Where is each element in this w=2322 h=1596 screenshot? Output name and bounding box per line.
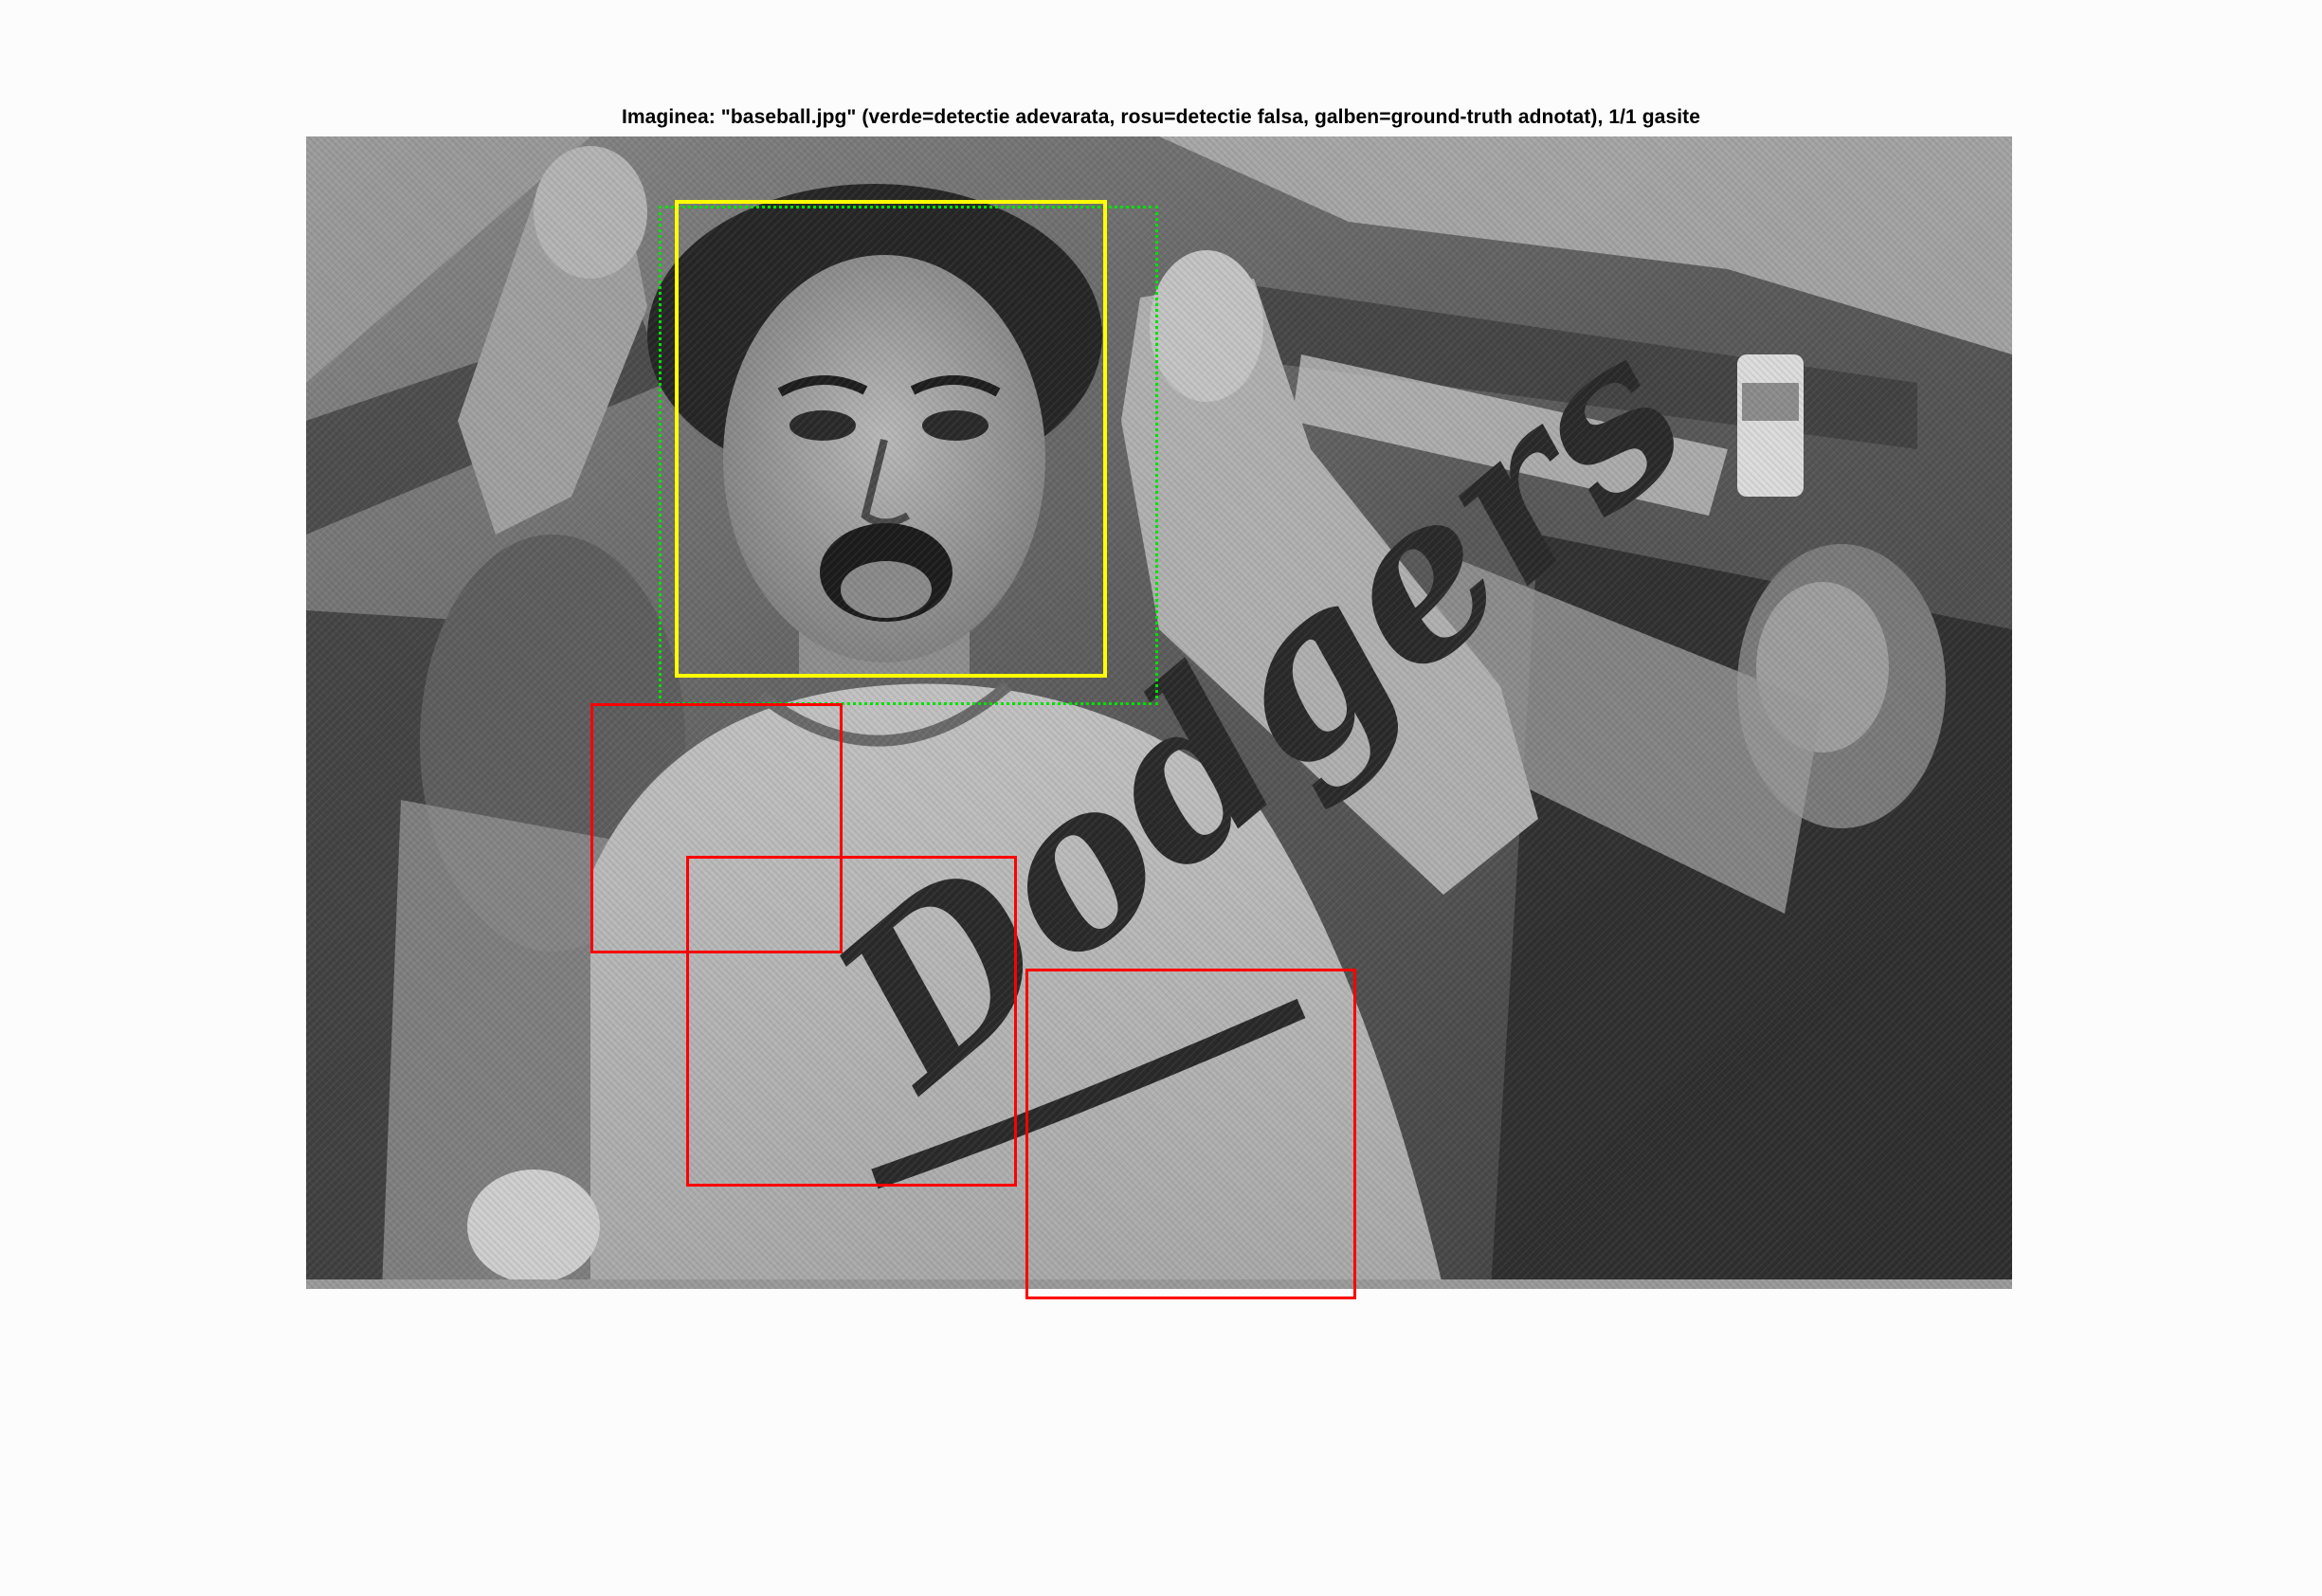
figure-title: Imaginea: "baseball.jpg" (verde=detectie… <box>621 106 1701 128</box>
photo-baseball: Dodgers <box>306 136 2012 1289</box>
bottle <box>1737 354 1804 497</box>
photo-scene: Dodgers <box>306 136 2012 1289</box>
